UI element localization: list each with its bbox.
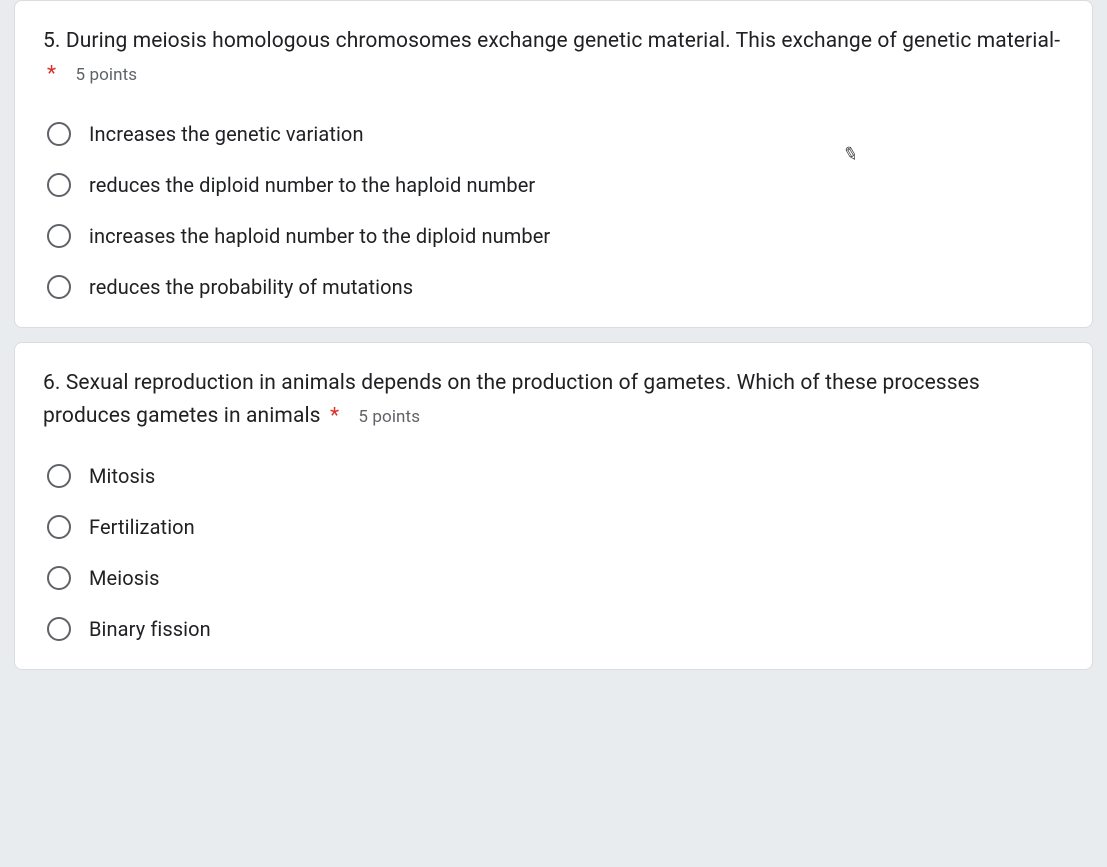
radio-icon[interactable]	[47, 464, 71, 488]
radio-icon[interactable]	[47, 173, 71, 197]
question-header: 5. During meiosis homologous chromosomes…	[43, 25, 1064, 90]
radio-icon[interactable]	[47, 617, 71, 641]
options-group: Mitosis Fertilization Meiosis Binary fis…	[43, 464, 1064, 641]
cursor-icon: ✎	[841, 142, 861, 166]
question-header: 6. Sexual reproduction in animals depend…	[43, 367, 1064, 432]
option-label: Meiosis	[89, 566, 160, 590]
option-label: Increases the genetic variation	[89, 122, 364, 146]
required-star-icon: *	[47, 62, 56, 86]
question-card-5: 5. During meiosis homologous chromosomes…	[14, 0, 1093, 328]
option-label: Fertilization	[89, 515, 195, 539]
radio-option[interactable]: Increases the genetic variation	[47, 122, 1064, 146]
radio-option[interactable]: reduces the diploid number to the haploi…	[47, 173, 1064, 197]
option-label: increases the haploid number to the dipl…	[89, 224, 550, 248]
question-text: 5. During meiosis homologous chromosomes…	[43, 25, 1064, 90]
points-label: 5 points	[75, 61, 137, 85]
radio-icon[interactable]	[47, 515, 71, 539]
question-text: 6. Sexual reproduction in animals depend…	[43, 367, 1064, 432]
question-prompt: 5. During meiosis homologous chromosomes…	[43, 29, 1060, 53]
option-label: Binary fission	[89, 617, 211, 641]
radio-option[interactable]: reduces the probability of mutations	[47, 275, 1064, 299]
radio-option[interactable]: Meiosis	[47, 566, 1064, 590]
required-star-icon: *	[330, 404, 339, 428]
option-label: reduces the diploid number to the haploi…	[89, 173, 535, 197]
points-label: 5 points	[358, 403, 420, 427]
radio-icon[interactable]	[47, 122, 71, 146]
radio-option[interactable]: Binary fission	[47, 617, 1064, 641]
radio-icon[interactable]	[47, 224, 71, 248]
option-label: Mitosis	[89, 464, 155, 488]
option-label: reduces the probability of mutations	[89, 275, 413, 299]
radio-option[interactable]: Fertilization	[47, 515, 1064, 539]
question-prompt: 6. Sexual reproduction in animals depend…	[43, 371, 980, 428]
radio-option[interactable]: increases the haploid number to the dipl…	[47, 224, 1064, 248]
radio-option[interactable]: Mitosis	[47, 464, 1064, 488]
options-group: Increases the genetic variation reduces …	[43, 122, 1064, 299]
radio-icon[interactable]	[47, 566, 71, 590]
radio-icon[interactable]	[47, 275, 71, 299]
question-card-6: 6. Sexual reproduction in animals depend…	[14, 342, 1093, 670]
